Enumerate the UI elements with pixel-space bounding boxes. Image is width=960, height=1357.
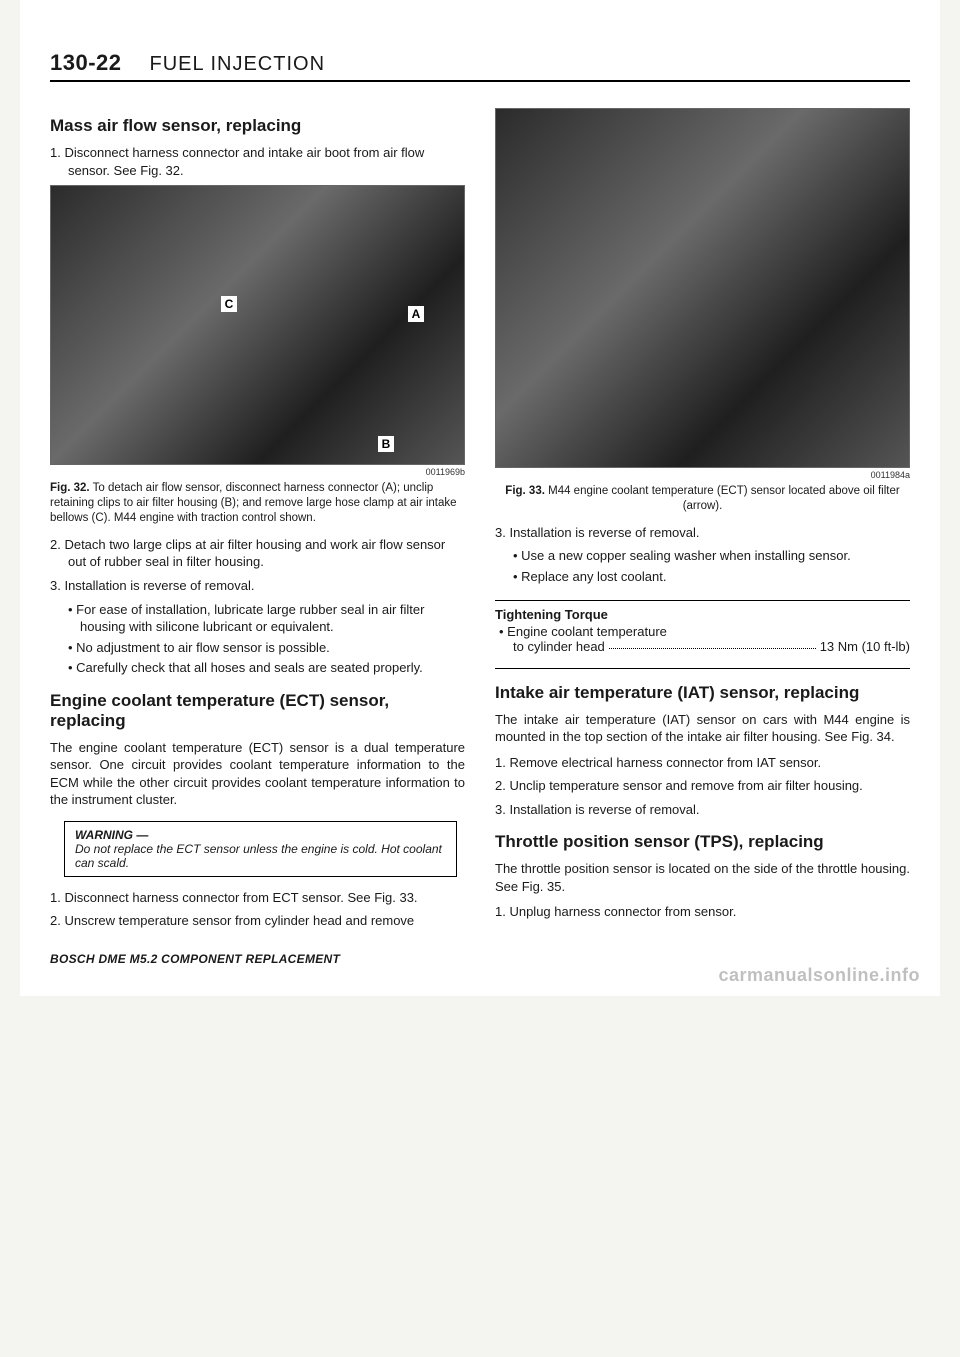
maf-step-2: 2. Detach two large clips at air filter … — [68, 536, 465, 571]
torque-rule-bottom — [495, 668, 910, 669]
section-heading-maf: Mass air flow sensor, replacing — [50, 116, 465, 136]
fig32-caption-label: Fig. 32. — [50, 482, 90, 494]
torque-value: 13 Nm (10 ft-lb) — [820, 639, 910, 654]
iat-step-1: 1. Remove electrical harness connector f… — [513, 754, 910, 772]
ect-body: The engine coolant temperature (ECT) sen… — [50, 739, 465, 809]
fig32-label-c: C — [221, 296, 237, 312]
fig33-caption-text: M44 engine coolant temperature (ECT) sen… — [545, 485, 900, 512]
page-header: 130-22 FUEL INJECTION — [50, 50, 910, 82]
torque-item-line1: • Engine coolant temperature — [499, 624, 910, 639]
section-heading-iat: Intake air temperature (IAT) sensor, rep… — [495, 683, 910, 703]
left-column: Mass air flow sensor, replacing 1. Disco… — [50, 102, 465, 966]
fig33-caption: Fig. 33. M44 engine coolant temperature … — [495, 484, 910, 514]
maf-bullet-1: For ease of installation, lubricate larg… — [80, 601, 465, 636]
maf-step-1: 1. Disconnect harness connector and inta… — [68, 144, 465, 179]
ect-bullet-1: Use a new copper sealing washer when ins… — [525, 547, 910, 565]
fig32-label-a: A — [408, 306, 424, 322]
maf-step-3: 3. Installation is reverse of removal. — [68, 577, 465, 595]
iat-body: The intake air temperature (IAT) sensor … — [495, 711, 910, 746]
torque-rule-top — [495, 600, 910, 601]
fig32-caption: Fig. 32. To detach air flow sensor, disc… — [50, 481, 465, 526]
section-heading-ect: Engine coolant temperature (ECT) sensor,… — [50, 691, 465, 731]
fig32-caption-text: To detach air flow sensor, disconnect ha… — [50, 482, 457, 524]
ect-step-2: 2. Unscrew temperature sensor from cylin… — [68, 912, 465, 930]
maf-bullet-3: Carefully check that all hoses and seals… — [80, 659, 465, 677]
tps-step-1: 1. Unplug harness connector from sensor. — [513, 903, 910, 921]
iat-step-2: 2. Unclip temperature sensor and remove … — [513, 777, 910, 795]
torque-title: Tightening Torque — [495, 607, 910, 622]
warning-box: WARNING — Do not replace the ECT sensor … — [64, 821, 457, 877]
fig33-caption-label: Fig. 33. — [505, 485, 545, 497]
maf-bullet-2: No adjustment to air flow sensor is poss… — [80, 639, 465, 657]
torque-item-line2: to cylinder head 13 Nm (10 ft-lb) — [503, 639, 910, 654]
iat-step-3: 3. Installation is reverse of removal. — [513, 801, 910, 819]
fig33-ref: 0011984a — [495, 470, 910, 480]
warning-heading: WARNING — — [75, 828, 148, 842]
torque-label: to cylinder head — [513, 639, 605, 654]
figure-33-image — [495, 108, 910, 468]
ect-bullet-2: Replace any lost coolant. — [525, 568, 910, 586]
watermark: carmanualsonline.info — [718, 965, 920, 986]
chapter-title: FUEL INJECTION — [150, 53, 326, 76]
ect-step-3: 3. Installation is reverse of removal. — [513, 524, 910, 542]
fig32-ref: 0011969b — [50, 467, 465, 477]
fig32-label-b: B — [378, 436, 394, 452]
warning-body: Do not replace the ECT sensor unless the… — [75, 842, 442, 870]
section-heading-tps: Throttle position sensor (TPS), replacin… — [495, 832, 910, 852]
figure-32-image: A B C — [50, 185, 465, 465]
right-column: 0011984a Fig. 33. M44 engine coolant tem… — [495, 102, 910, 966]
tps-body: The throttle position sensor is located … — [495, 860, 910, 895]
ect-step-1: 1. Disconnect harness connector from ECT… — [68, 889, 465, 907]
page-number: 130-22 — [50, 50, 122, 76]
torque-leader-dots — [609, 639, 816, 649]
page-footer: BOSCH DME M5.2 COMPONENT REPLACEMENT — [50, 952, 465, 966]
